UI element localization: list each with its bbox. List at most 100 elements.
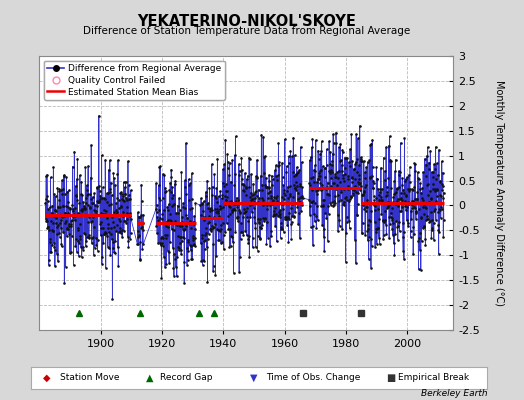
Point xyxy=(411,208,420,215)
Point xyxy=(95,198,103,204)
Point xyxy=(180,227,188,233)
Point xyxy=(389,240,398,246)
Point xyxy=(319,202,327,209)
Point xyxy=(370,207,379,214)
Point xyxy=(395,168,403,174)
Point xyxy=(374,206,382,212)
Point xyxy=(233,204,241,210)
Point xyxy=(160,254,168,260)
Point xyxy=(410,184,418,191)
Point xyxy=(286,183,294,189)
Point xyxy=(53,231,61,237)
Point xyxy=(387,158,395,164)
Point xyxy=(391,231,399,238)
Point xyxy=(172,210,180,216)
Point xyxy=(225,198,233,205)
Point xyxy=(323,162,331,168)
Point xyxy=(112,200,120,207)
Point xyxy=(69,214,78,220)
Point xyxy=(432,193,441,199)
Point xyxy=(47,218,55,224)
Point xyxy=(160,172,168,179)
Point xyxy=(47,249,56,256)
Point xyxy=(121,191,129,198)
Text: ▲: ▲ xyxy=(146,373,153,383)
Point xyxy=(381,217,389,224)
Point xyxy=(341,194,350,201)
Point xyxy=(46,174,54,181)
Point xyxy=(250,220,259,226)
Point xyxy=(412,216,420,222)
Point xyxy=(207,204,215,211)
Point xyxy=(323,190,331,197)
Point xyxy=(94,199,103,205)
Point xyxy=(55,196,63,203)
Point xyxy=(339,172,347,178)
Point xyxy=(283,188,292,194)
Point xyxy=(257,132,266,138)
Point xyxy=(164,206,172,213)
Point xyxy=(272,173,281,180)
Point xyxy=(364,222,373,228)
Point xyxy=(74,227,82,233)
Point xyxy=(290,182,299,188)
Point xyxy=(357,183,365,190)
Point xyxy=(175,245,183,252)
Point xyxy=(419,204,428,210)
Point xyxy=(170,181,179,187)
Point xyxy=(387,214,395,220)
Point xyxy=(222,181,230,187)
Point xyxy=(47,226,56,233)
Point xyxy=(87,142,95,148)
Point xyxy=(345,225,354,232)
Point xyxy=(173,210,182,216)
Point xyxy=(220,183,228,189)
Point xyxy=(359,192,367,198)
Point xyxy=(180,259,189,265)
Point xyxy=(117,204,126,211)
Point xyxy=(406,164,414,170)
Point xyxy=(366,142,375,148)
Point xyxy=(138,224,146,230)
Point xyxy=(264,190,272,196)
Point xyxy=(158,216,167,222)
Point xyxy=(381,192,390,199)
Point xyxy=(222,187,231,194)
Point xyxy=(427,196,435,203)
Point xyxy=(357,154,365,160)
Point xyxy=(244,236,252,243)
Point xyxy=(281,216,289,223)
Point xyxy=(159,195,167,202)
Point xyxy=(67,249,75,255)
Point xyxy=(91,235,100,242)
Point xyxy=(246,214,255,220)
Point xyxy=(57,217,65,224)
Point xyxy=(242,208,250,214)
Point xyxy=(126,210,135,217)
Point xyxy=(202,230,210,236)
Point xyxy=(287,204,295,211)
Point xyxy=(181,177,189,184)
Point xyxy=(43,224,52,231)
Point xyxy=(65,221,73,227)
Point xyxy=(347,193,355,200)
Point xyxy=(227,198,235,204)
Point xyxy=(337,186,345,192)
Point xyxy=(114,216,123,222)
Point xyxy=(383,204,391,211)
Point xyxy=(280,187,289,194)
Point xyxy=(287,219,296,225)
Point xyxy=(417,190,425,196)
Point xyxy=(252,173,260,180)
Point xyxy=(88,200,96,206)
Point xyxy=(379,236,387,242)
Point xyxy=(83,187,92,194)
Point xyxy=(269,197,278,204)
Point xyxy=(430,236,438,243)
Point xyxy=(436,179,444,185)
Point xyxy=(396,196,405,202)
Point xyxy=(48,242,56,248)
Point xyxy=(160,189,169,196)
Point xyxy=(159,243,168,249)
Point xyxy=(437,204,445,210)
